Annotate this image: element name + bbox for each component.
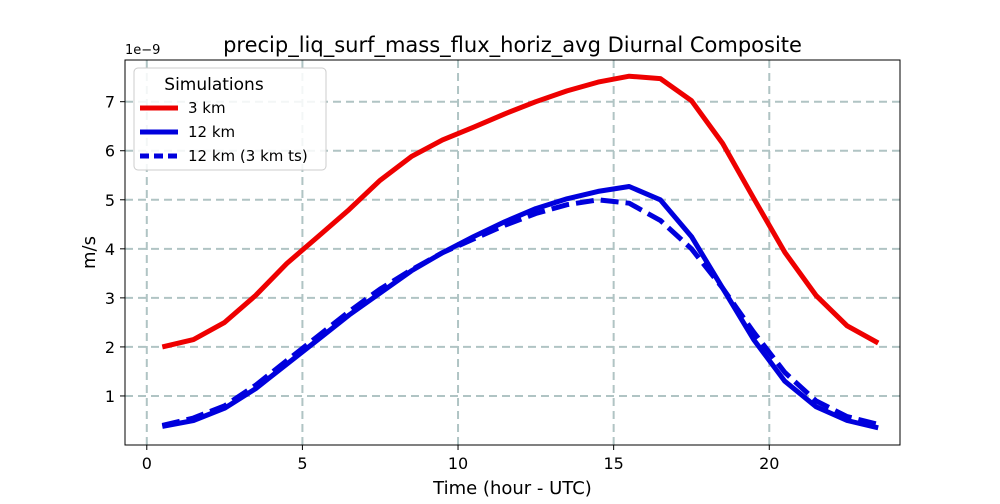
x-axis-label: Time (hour - UTC) — [432, 478, 592, 499]
y-tick-label: 5 — [105, 191, 115, 210]
legend-label: 12 km — [188, 123, 235, 141]
series-line-2 — [161, 184, 879, 431]
chart-title: precip_liq_surf_mass_flux_horiz_avg Diur… — [223, 33, 802, 58]
legend-label: 3 km — [188, 99, 226, 117]
legend: Simulations 3 km 12 km 12 km (3 km ts) — [133, 67, 327, 171]
legend-items: 3 km 12 km 12 km (3 km ts) — [140, 99, 308, 165]
x-tick-label: 5 — [297, 454, 307, 473]
legend-label: 12 km (3 km ts) — [188, 147, 308, 165]
x-axis-ticks: 0 5 10 15 20 — [142, 445, 779, 473]
series-line-1 — [161, 73, 880, 350]
y-tick-label: 7 — [105, 93, 115, 112]
legend-title: Simulations — [164, 75, 264, 95]
x-tick-label: 20 — [759, 454, 779, 473]
x-tick-label: 10 — [448, 454, 468, 473]
y-axis-label: m/s — [79, 236, 100, 269]
x-tick-label: 15 — [603, 454, 623, 473]
y-tick-label: 4 — [105, 240, 115, 259]
y-tick-label: 6 — [105, 142, 115, 161]
plot-frame — [124, 59, 901, 446]
y-tick-label: 1 — [105, 387, 115, 406]
x-tick-label: 0 — [142, 454, 152, 473]
y-tick-label: 2 — [105, 338, 115, 357]
y-tick-label: 3 — [105, 289, 115, 308]
y-axis-ticks: 1 2 3 4 5 6 7 — [105, 93, 125, 406]
series-lines — [161, 73, 880, 431]
series-line-3 — [161, 197, 879, 428]
y-axis-offset-text: 1e−9 — [125, 43, 160, 58]
legend-box — [133, 67, 327, 171]
